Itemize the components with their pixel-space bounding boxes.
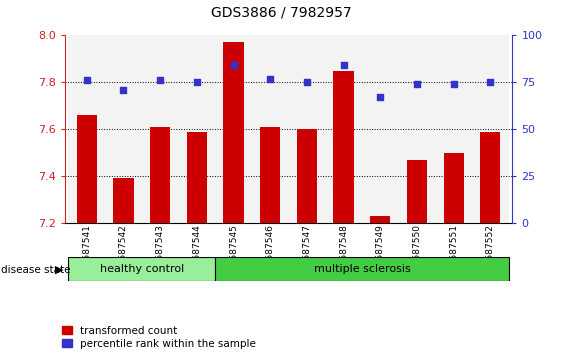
Point bbox=[376, 95, 385, 100]
Point bbox=[339, 63, 348, 68]
Bar bbox=[370, 216, 390, 223]
Text: multiple sclerosis: multiple sclerosis bbox=[314, 264, 410, 274]
Bar bbox=[187, 132, 207, 223]
Point bbox=[155, 78, 164, 83]
Bar bbox=[407, 160, 427, 223]
Bar bbox=[215, 257, 508, 281]
Bar bbox=[215, 35, 252, 223]
Text: healthy control: healthy control bbox=[100, 264, 184, 274]
Text: GDS3886 / 7982957: GDS3886 / 7982957 bbox=[211, 5, 352, 19]
Bar bbox=[113, 178, 133, 223]
Point bbox=[82, 78, 91, 83]
Bar bbox=[480, 132, 501, 223]
Bar bbox=[260, 127, 280, 223]
Bar bbox=[69, 257, 215, 281]
Bar bbox=[178, 35, 215, 223]
Text: ▶: ▶ bbox=[55, 265, 64, 275]
Bar bbox=[435, 35, 472, 223]
Point bbox=[486, 79, 495, 85]
Point bbox=[193, 79, 202, 85]
Bar bbox=[252, 35, 289, 223]
Point bbox=[413, 81, 422, 87]
Bar bbox=[362, 35, 399, 223]
Bar bbox=[333, 70, 354, 223]
Bar bbox=[472, 35, 508, 223]
Legend: transformed count, percentile rank within the sample: transformed count, percentile rank withi… bbox=[61, 326, 256, 349]
Bar bbox=[399, 35, 435, 223]
Bar bbox=[142, 35, 178, 223]
Bar bbox=[444, 153, 464, 223]
Bar bbox=[69, 35, 105, 223]
Bar bbox=[150, 127, 170, 223]
Bar bbox=[77, 115, 97, 223]
Text: disease state: disease state bbox=[1, 265, 70, 275]
Bar bbox=[105, 35, 142, 223]
Bar bbox=[325, 35, 362, 223]
Point bbox=[119, 87, 128, 93]
Bar bbox=[289, 35, 325, 223]
Bar bbox=[297, 129, 317, 223]
Point bbox=[229, 63, 238, 68]
Point bbox=[449, 81, 458, 87]
Bar bbox=[224, 42, 244, 223]
Point bbox=[266, 76, 275, 81]
Point bbox=[302, 79, 311, 85]
